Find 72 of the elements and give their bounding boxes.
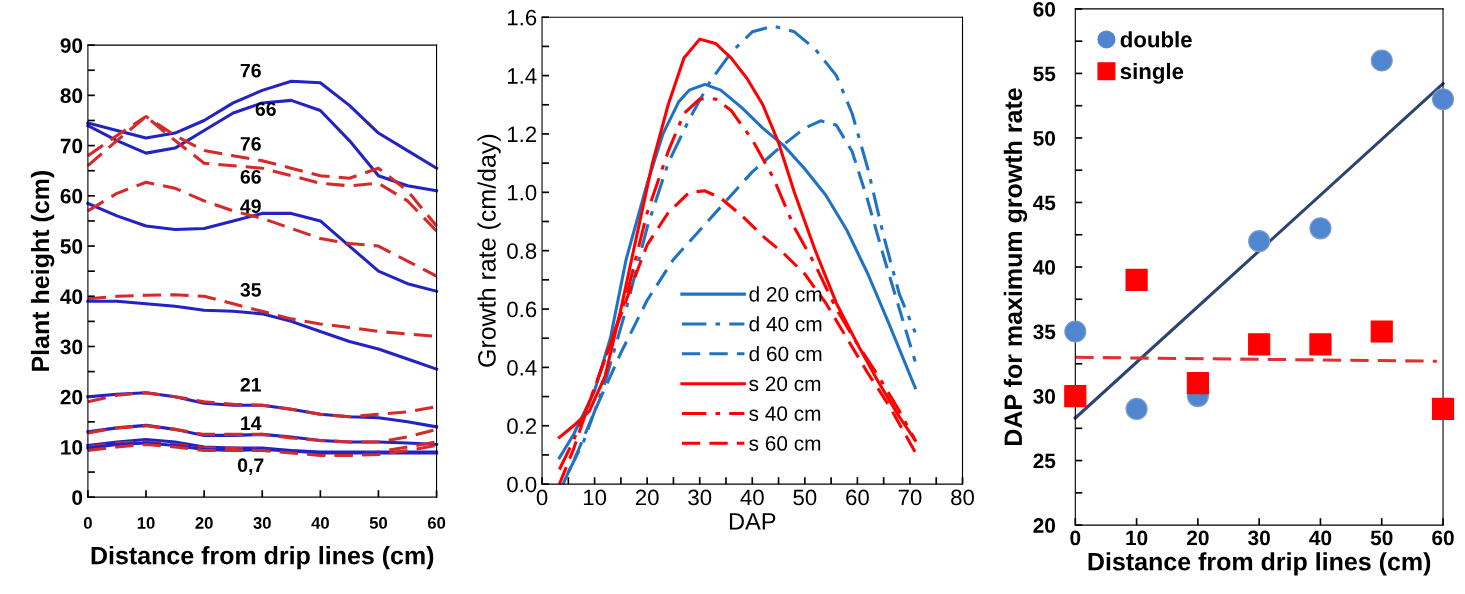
x-tick-label: 30 [688, 489, 712, 506]
legend-label: d 60 cm [749, 346, 822, 362]
y-tick-label: 20 [60, 389, 83, 405]
y-tick-label: 1.6 [507, 9, 537, 26]
legend-label: s 60 cm [749, 436, 821, 451]
x-axis-title: Distance from drip lines (cm) [91, 546, 434, 570]
y-tick-label: 0.8 [507, 243, 537, 259]
y-tick-label: 25 [1033, 453, 1056, 469]
annotation: 76 [240, 136, 261, 151]
annotation: 66 [240, 169, 261, 184]
y-tick-label: 40 [1033, 260, 1056, 275]
y-tick-label: 80 [60, 88, 83, 104]
annotation: 0,7 [237, 458, 264, 475]
legend-label: d 40 cm [749, 316, 822, 332]
y-tick-label: 90 [60, 38, 83, 53]
x-tick-label: 20 [1187, 530, 1209, 546]
legend-label: single [1120, 62, 1184, 84]
y-tick-label: 45 [1033, 195, 1056, 211]
x-tick-label: 50 [793, 489, 817, 506]
annotation: 49 [240, 199, 261, 214]
annotation: 76 [240, 63, 261, 78]
y-tick-label: 70 [60, 138, 83, 154]
x-tick-label: 20 [635, 489, 659, 506]
y-tick-label: 40 [60, 289, 83, 305]
annotation: 35 [240, 282, 261, 297]
x-axis-title: DAP [729, 513, 776, 530]
x-tick-label: 50 [1370, 530, 1393, 546]
y-tick-label: 55 [1033, 66, 1056, 82]
x-axis-title: Distance from drip lines (cm) [1088, 552, 1431, 576]
legend-label: double [1120, 31, 1192, 48]
annotation: 14 [241, 416, 262, 430]
x-tick-label: 60 [846, 489, 869, 506]
legend-label: s 20 cm [749, 376, 821, 392]
x-tick-label: 30 [253, 517, 271, 529]
x-tick-label: 30 [1248, 530, 1270, 546]
y-tick-label: 60 [60, 188, 83, 204]
x-tick-label: 0 [83, 517, 92, 529]
x-tick-label: 10 [583, 489, 607, 506]
y-tick-label: 30 [60, 339, 83, 355]
y-tick-label: 0.0 [507, 476, 537, 493]
x-tick-label: 60 [1432, 530, 1454, 546]
y-tick-label: 1.0 [507, 184, 537, 201]
x-tick-label: 40 [311, 517, 329, 529]
x-tick-label: 40 [1309, 530, 1332, 546]
annotation: 66 [255, 102, 276, 116]
y-axis-title: Plant height (cm) [30, 171, 55, 371]
y-tick-label: 30 [1033, 389, 1056, 404]
y-tick-label: 0.6 [507, 301, 537, 318]
x-tick-label: 60 [427, 517, 446, 529]
y-tick-label: 35 [1033, 324, 1056, 340]
y-tick-label: 1.2 [507, 126, 537, 142]
x-tick-label: 0 [536, 489, 548, 506]
x-tick-label: 10 [137, 517, 155, 529]
y-tick-label: 1.4 [507, 68, 537, 84]
y-axis-title: Growth rate (cm/day) [477, 134, 501, 367]
x-tick-label: 80 [951, 489, 974, 506]
x-tick-label: 40 [740, 489, 764, 506]
legend-label: s 40 cm [749, 406, 821, 421]
y-tick-label: 50 [1033, 130, 1056, 146]
x-tick-label: 50 [369, 517, 388, 529]
y-axis-title: DAP for maximum growth rate [1003, 88, 1028, 445]
y-tick-label: 0.2 [507, 418, 537, 435]
x-tick-label: 10 [1126, 530, 1148, 546]
y-tick-label: 60 [1033, 1, 1056, 17]
legend-label: d 20 cm [749, 286, 822, 302]
x-tick-label: 70 [898, 489, 922, 506]
y-tick-label: 50 [60, 239, 83, 254]
y-tick-label: 10 [61, 439, 83, 455]
annotation: 21 [240, 377, 261, 392]
x-tick-label: 0 [1070, 530, 1081, 546]
y-tick-label: 0.4 [507, 359, 537, 376]
x-tick-label: 20 [195, 517, 213, 529]
